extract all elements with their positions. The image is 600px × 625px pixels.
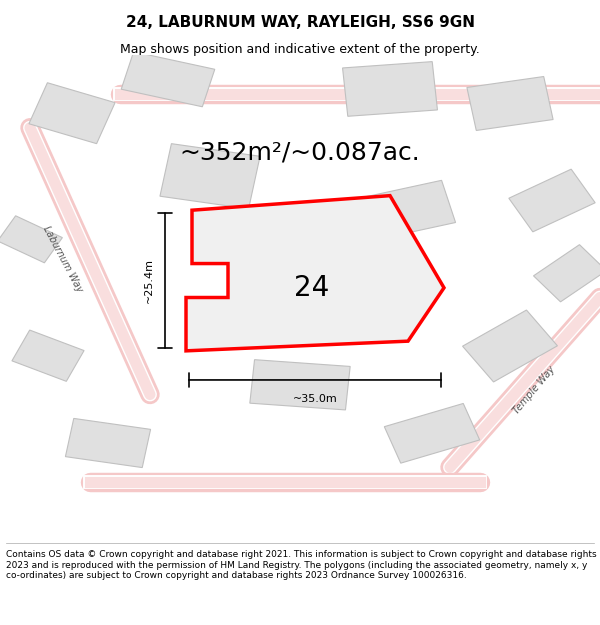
Text: ~25.4m: ~25.4m [144, 258, 154, 303]
Polygon shape [12, 330, 84, 381]
Text: Map shows position and indicative extent of the property.: Map shows position and indicative extent… [120, 43, 480, 56]
Polygon shape [463, 310, 557, 382]
Polygon shape [29, 82, 115, 144]
Polygon shape [467, 76, 553, 131]
Polygon shape [0, 216, 62, 263]
Polygon shape [533, 244, 600, 302]
Text: Laburnum Way: Laburnum Way [41, 224, 85, 294]
Polygon shape [250, 359, 350, 410]
Polygon shape [343, 62, 437, 116]
Polygon shape [509, 169, 595, 232]
Text: ~352m²/~0.087ac.: ~352m²/~0.087ac. [179, 140, 421, 164]
Text: 24: 24 [295, 274, 329, 302]
Polygon shape [186, 196, 444, 351]
Polygon shape [361, 181, 455, 240]
Text: Temple Way: Temple Way [511, 364, 557, 416]
Polygon shape [121, 52, 215, 107]
Text: ~35.0m: ~35.0m [293, 394, 337, 404]
Text: 24, LABURNUM WAY, RAYLEIGH, SS6 9GN: 24, LABURNUM WAY, RAYLEIGH, SS6 9GN [125, 16, 475, 31]
Polygon shape [385, 404, 479, 463]
Polygon shape [65, 418, 151, 468]
Polygon shape [160, 144, 260, 209]
Text: Contains OS data © Crown copyright and database right 2021. This information is : Contains OS data © Crown copyright and d… [6, 550, 596, 580]
